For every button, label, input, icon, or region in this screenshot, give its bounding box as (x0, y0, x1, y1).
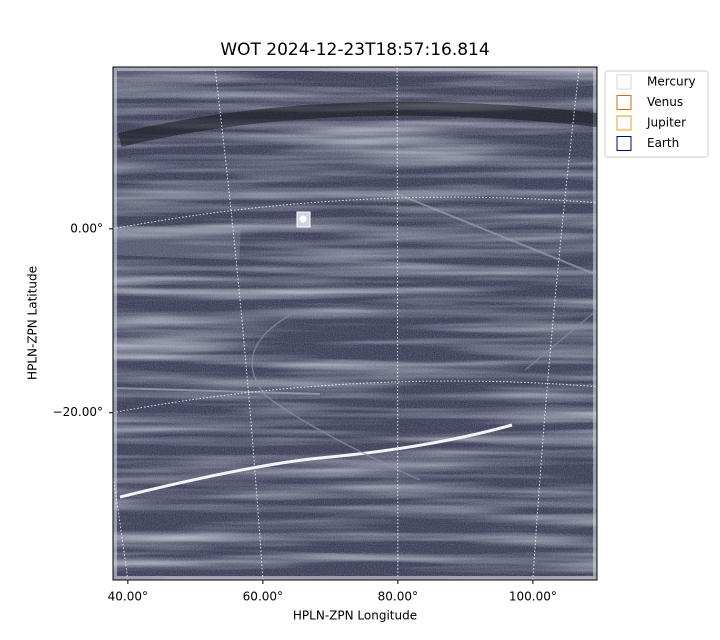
grid-line (532, 66, 580, 581)
legend-label: Jupiter (646, 116, 686, 130)
image (113, 67, 597, 580)
legend-swatch (616, 95, 632, 110)
grid-line (112, 196, 598, 230)
chart-title: WOT 2024-12-23T18:57:16.814 (220, 40, 489, 60)
grid-line (396, 66, 399, 581)
grid-line (32, 66, 129, 581)
legend-swatch (616, 74, 632, 90)
legend (604, 70, 709, 158)
x-tick-label: 80.00° (378, 590, 418, 604)
y-axis-label: HPLN-ZPN Latitude (26, 266, 40, 380)
x-tick-label: 100.00° (509, 590, 557, 604)
legend-label: Earth (647, 136, 679, 150)
plot-frame (112, 66, 598, 581)
legend-label: Mercury (647, 75, 696, 89)
x-tick-label: 60.00° (243, 590, 283, 604)
legend-label: Venus (647, 95, 683, 109)
legend-swatch (616, 136, 632, 151)
grid-line (112, 380, 598, 414)
x-axis-label: HPLN-ZPN Longitude (293, 609, 417, 623)
legend-swatch (616, 115, 632, 131)
x-tick-label: 40.00° (108, 590, 148, 604)
y-tick-label: −20.00° (53, 405, 103, 419)
y-tick-label: 0.00° (70, 221, 103, 235)
grid-line (214, 66, 264, 581)
